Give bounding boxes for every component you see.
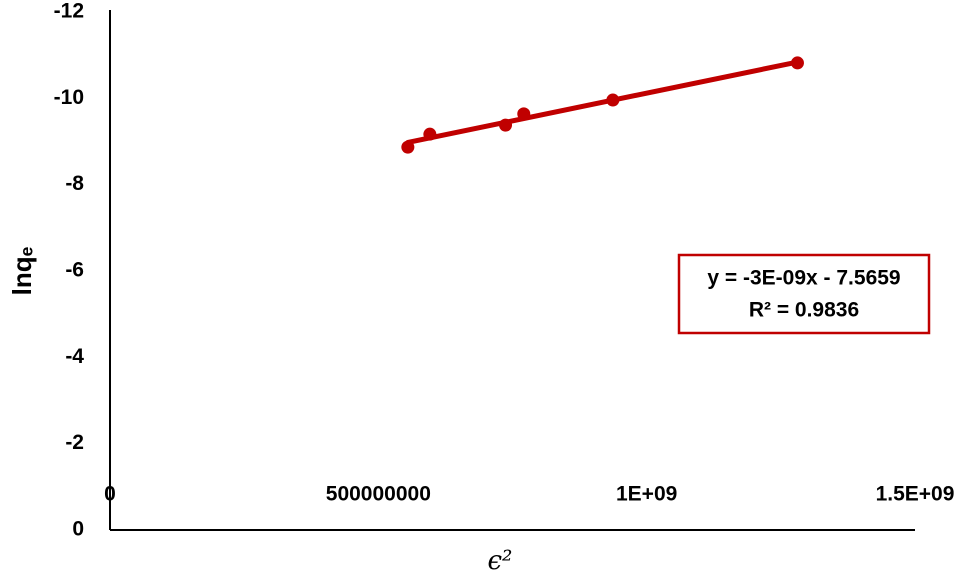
point	[790, 56, 804, 70]
point	[423, 127, 437, 141]
x-tick-label: 500000000	[326, 483, 431, 506]
x-tick-label: 0	[104, 483, 116, 506]
y-tick-label: -2	[65, 431, 84, 454]
trendline	[405, 59, 800, 145]
y-tick-label: -10	[54, 86, 84, 109]
y-tick-label: -12	[54, 0, 84, 23]
point	[606, 93, 620, 107]
y-axis-title: lnqₑ	[7, 246, 37, 295]
point	[517, 107, 531, 121]
x-tick-label: 1.5E+09	[876, 483, 955, 506]
y-tick-label: -4	[65, 345, 84, 368]
y-tick-label: 0	[72, 518, 84, 541]
point	[499, 118, 513, 132]
y-tick-label: -8	[65, 172, 84, 195]
point	[401, 140, 415, 154]
x-axis-title: ϵ²	[488, 546, 513, 576]
r-squared: R² = 0.9836	[749, 299, 859, 322]
x-tick-label: 1E+09	[616, 483, 677, 506]
equation-box	[677, 253, 931, 335]
equation: y = -3E-09x - 7.5659	[707, 267, 900, 290]
y-tick-label: -6	[65, 259, 84, 282]
